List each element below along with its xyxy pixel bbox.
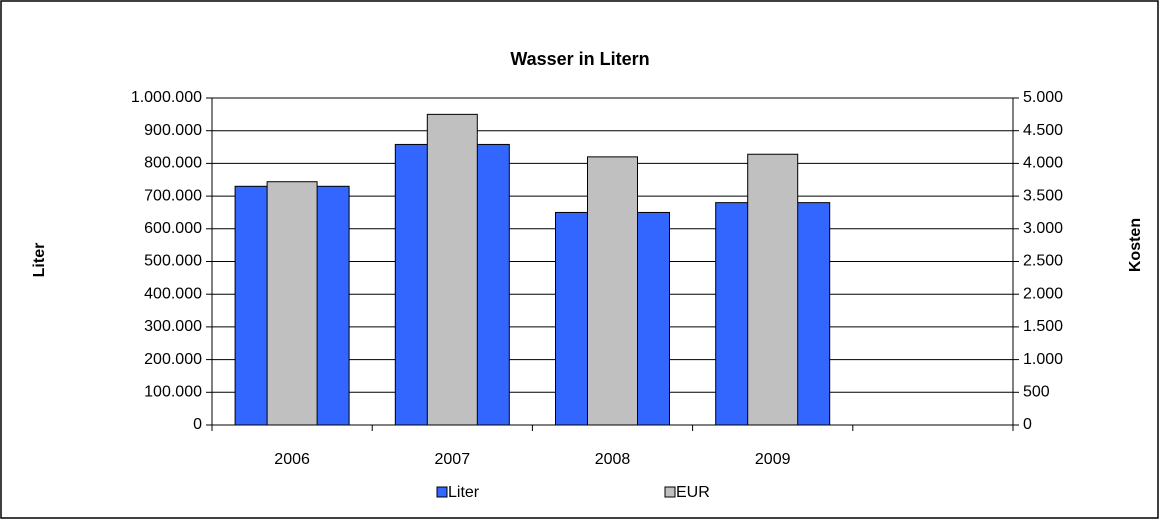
y-tick-label: 500.000 — [144, 253, 202, 270]
chart-title: Wasser in Litern — [510, 49, 649, 69]
y2-tick-label: 1.000 — [1023, 351, 1063, 368]
y-tick-label: 400.000 — [144, 285, 202, 302]
bar — [747, 153, 799, 426]
y-axis-label: Liter — [31, 243, 48, 278]
x-tick-label: 2008 — [595, 451, 631, 468]
y2-axis-label: Kosten — [1127, 218, 1144, 272]
y-tick-label: 700.000 — [144, 187, 202, 204]
y2-tick-label: 4.000 — [1023, 155, 1063, 172]
y2-tick-label: 0 — [1023, 416, 1032, 433]
legend-label: EUR — [676, 484, 710, 501]
x-tick-label: 2006 — [274, 451, 310, 468]
y-tick-label: 900.000 — [144, 122, 202, 139]
y2-tick-label: 4.500 — [1023, 122, 1063, 139]
bar — [426, 113, 478, 426]
legend-swatch — [436, 486, 448, 498]
y2-tick-label: 3.500 — [1023, 187, 1063, 204]
x-tick-label: 2007 — [435, 451, 471, 468]
y-tick-label: 600.000 — [144, 220, 202, 237]
y2-tick-label: 3.000 — [1023, 220, 1063, 237]
legend-swatch — [664, 486, 676, 498]
y2-tick-label: 2.000 — [1023, 285, 1063, 302]
bar — [587, 156, 638, 426]
y-tick-label: 200.000 — [144, 351, 202, 368]
y2-tick-label: 5.000 — [1023, 89, 1063, 106]
y2-tick-label: 2.500 — [1023, 253, 1063, 270]
x-tick-label: 2009 — [755, 451, 791, 468]
y-tick-label: 800.000 — [144, 155, 202, 172]
y2-tick-label: 500 — [1023, 384, 1050, 401]
y-tick-label: 1.000.000 — [131, 89, 202, 106]
y-tick-label: 300.000 — [144, 318, 202, 335]
legend-label: Liter — [448, 484, 480, 501]
y-tick-label: 100.000 — [144, 384, 202, 401]
y-tick-label: 0 — [193, 416, 202, 433]
y2-tick-label: 1.500 — [1023, 318, 1063, 335]
bar — [266, 181, 318, 426]
